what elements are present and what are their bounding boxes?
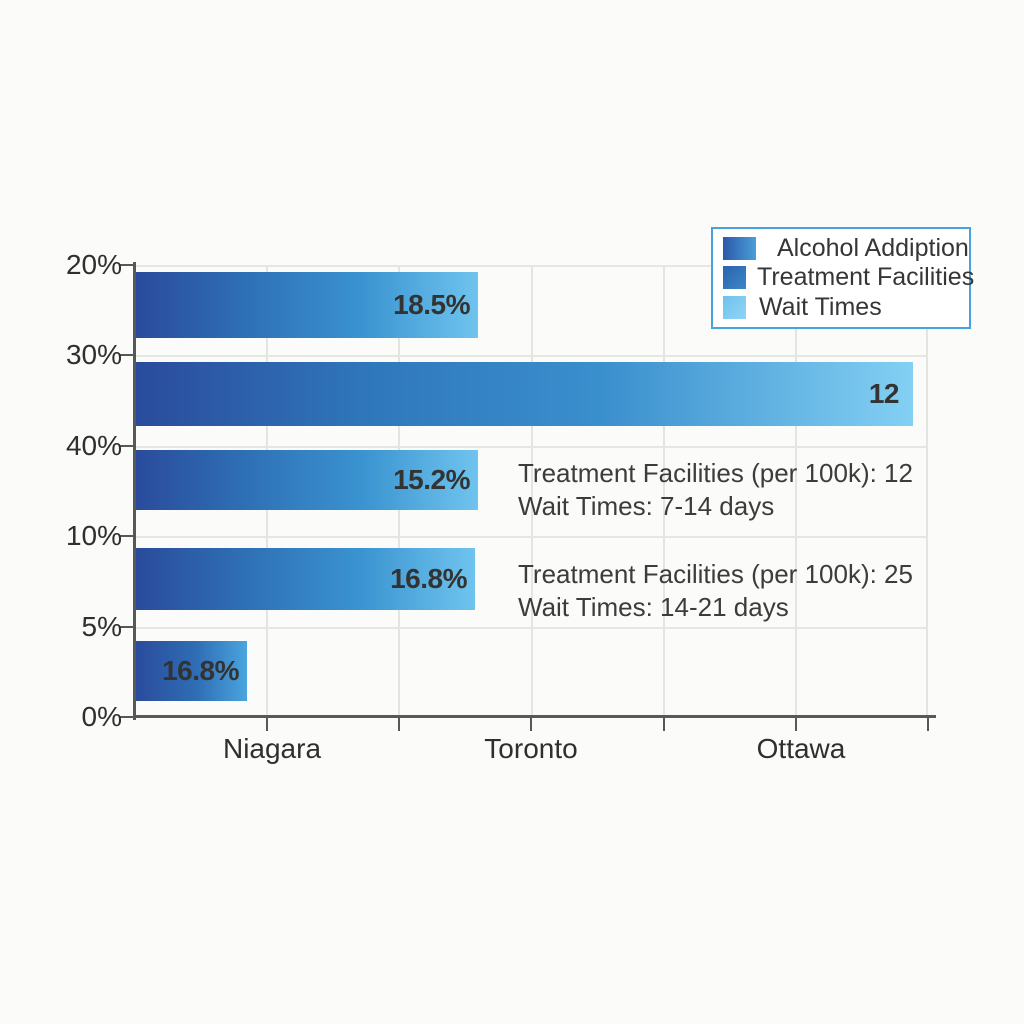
bar-value-label: 12 bbox=[868, 378, 900, 409]
y-tick-label: 0% bbox=[81, 701, 122, 732]
plot-area: 18.5% 12 15.2% 16.8% 16.8% Treatment Fac… bbox=[135, 265, 928, 717]
gridline-vertical bbox=[795, 265, 797, 717]
gridline-vertical bbox=[531, 265, 533, 717]
bar-row-5pct: 16.8% bbox=[135, 641, 247, 701]
annotation-group-2: Treatment Facilities (per 100k): 25 Wait… bbox=[518, 558, 913, 624]
legend-item-treatment-facilities: Treatment Facilities bbox=[723, 263, 974, 292]
y-tick bbox=[119, 716, 134, 718]
bar-value-label: 16.8% bbox=[390, 563, 467, 594]
y-tick bbox=[119, 626, 134, 628]
y-tick bbox=[119, 354, 134, 356]
bar-row-30pct: 12 bbox=[135, 362, 913, 426]
annotation-group-1: Treatment Facilities (per 100k): 12 Wait… bbox=[518, 457, 913, 523]
bar-value-label: 16.8% bbox=[162, 655, 239, 686]
bar-value-label: 18.5% bbox=[393, 289, 470, 320]
gridline-vertical bbox=[663, 265, 665, 717]
y-tick bbox=[119, 445, 134, 447]
x-tick bbox=[927, 717, 929, 731]
legend-swatch-icon bbox=[723, 295, 746, 319]
x-tick-label-niagara: Niagara bbox=[222, 733, 322, 764]
gridline-horizontal bbox=[135, 355, 928, 357]
annotation-line: Wait Times: 14-21 days bbox=[518, 592, 789, 622]
x-tick bbox=[266, 717, 268, 731]
y-tick bbox=[119, 264, 134, 266]
x-tick bbox=[398, 717, 400, 731]
x-tick-label-toronto: Toronto bbox=[484, 733, 578, 764]
bar-row-10pct: 16.8% bbox=[135, 548, 475, 610]
legend-label: Treatment Facilities bbox=[757, 263, 975, 292]
gridline-vertical bbox=[926, 265, 928, 717]
y-tick bbox=[119, 535, 134, 537]
x-axis-line bbox=[133, 715, 936, 718]
bar-row-40pct: 15.2% bbox=[135, 450, 478, 510]
legend-item-wait-times: Wait Times bbox=[723, 293, 961, 322]
legend-label: Wait Times bbox=[759, 292, 882, 321]
y-tick-label: 20% bbox=[65, 249, 122, 280]
legend-swatch-icon bbox=[723, 237, 756, 261]
x-tick-label-ottawa: Ottawa bbox=[756, 733, 846, 764]
y-tick-label: 40% bbox=[65, 430, 122, 461]
gridline-horizontal bbox=[135, 446, 928, 448]
gridline-horizontal bbox=[135, 265, 928, 267]
x-tick bbox=[530, 717, 532, 731]
y-tick-label: 30% bbox=[65, 339, 122, 370]
gridline-horizontal bbox=[135, 627, 928, 629]
y-tick-label: 5% bbox=[81, 611, 122, 642]
x-tick bbox=[795, 717, 797, 731]
bar-row-20pct: 18.5% bbox=[135, 272, 478, 338]
legend-item-alcohol-addiption: Alcohol Addiption bbox=[723, 234, 969, 263]
x-tick bbox=[663, 717, 665, 731]
bar-value-label: 15.2% bbox=[393, 464, 470, 495]
annotation-line: Wait Times: 7-14 days bbox=[518, 491, 775, 521]
annotation-line: Treatment Facilities (per 100k): 12 bbox=[518, 458, 913, 488]
y-tick-label: 10% bbox=[65, 520, 122, 551]
legend-swatch-icon bbox=[723, 266, 746, 290]
legend-label: Alcohol Addiption bbox=[777, 234, 969, 263]
y-axis-line bbox=[133, 262, 136, 720]
annotation-line: Treatment Facilities (per 100k): 25 bbox=[518, 559, 913, 589]
gridline-horizontal bbox=[135, 536, 928, 538]
legend: Alcohol Addiption Treatment Facilities W… bbox=[711, 227, 974, 329]
